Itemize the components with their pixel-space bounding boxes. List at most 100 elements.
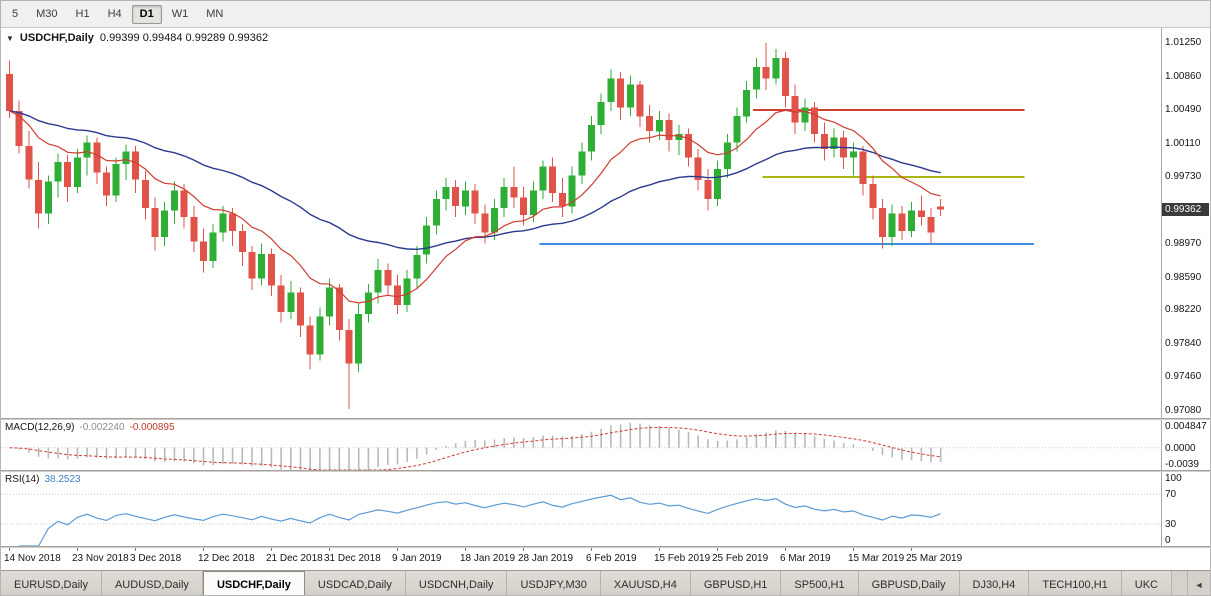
timeframe-5[interactable]: 5 — [12, 7, 19, 20]
rsi-name: RSI(14) — [5, 474, 40, 485]
date-axis-label: 15 Feb 2019 — [654, 553, 711, 564]
date-tick — [465, 548, 466, 551]
macd-axis: 0.004847 0.0000 -0.0039 — [1161, 420, 1210, 470]
date-tick — [9, 548, 10, 551]
timeframe-w1[interactable]: W1 — [171, 7, 189, 20]
price-axis-label: 0.97840 — [1165, 338, 1202, 349]
tab-dj30-h4[interactable]: DJ30,H4 — [959, 571, 1030, 595]
date-axis-label: 6 Feb 2019 — [586, 553, 637, 564]
macd-axis-label: -0.0039 — [1165, 459, 1199, 470]
price-axis-label: 1.00860 — [1165, 71, 1202, 82]
timeframe-h1[interactable]: H1 — [75, 7, 90, 20]
rsi-label: RSI(14) 38.2523 — [5, 474, 81, 485]
macd-label: MACD(12,26,9) -0.002240 -0.000895 — [5, 422, 175, 433]
date-axis-label: 6 Mar 2019 — [780, 553, 831, 564]
tab-eurusd-daily[interactable]: EURUSD,Daily — [1, 571, 102, 595]
chart-tabs: EURUSD,Daily AUDUSD,Daily USDCHF,Daily USDC… — [1, 571, 1186, 595]
macd-name: MACD(12,26,9) — [5, 422, 75, 433]
date-axis-label: 12 Dec 2018 — [198, 553, 255, 564]
date-tick — [523, 548, 524, 551]
panel-divider[interactable] — [1, 470, 1210, 473]
date-axis-label: 21 Dec 2018 — [266, 553, 323, 564]
price-axis-label: 1.01250 — [1165, 37, 1202, 48]
price-axis-label: 0.98220 — [1165, 304, 1202, 315]
rsi-axis-label: 0 — [1165, 535, 1171, 546]
date-axis-label: 28 Jan 2019 — [518, 553, 574, 564]
macd-axis-label: 0.0000 — [1165, 442, 1196, 454]
rsi-plot[interactable]: RSI(14) 38.2523 — [1, 472, 1162, 546]
date-tick — [911, 548, 912, 551]
macd-axis-label: 0.004847 — [1165, 421, 1207, 432]
tab-usdcnh-daily[interactable]: USDCNH,Daily — [405, 571, 508, 595]
rsi-axis-label: 70 — [1165, 489, 1177, 500]
timeframe-mn[interactable]: MN — [206, 7, 224, 20]
macd-panel: MACD(12,26,9) -0.002240 -0.000895 0.0048… — [1, 420, 1210, 470]
rsi-panel: RSI(14) 38.2523 100 70 30 0 — [1, 472, 1210, 546]
rsi-chart[interactable] — [1, 472, 1162, 546]
price-axis-label: 0.98970 — [1165, 238, 1202, 249]
date-axis-label: 9 Jan 2019 — [392, 553, 442, 564]
date-axis-label: 23 Nov 2018 — [72, 553, 129, 564]
tab-usdjpy-m30[interactable]: USDJPY,M30 — [507, 571, 601, 595]
macd-plot[interactable]: MACD(12,26,9) -0.002240 -0.000895 — [1, 420, 1162, 470]
date-tick — [717, 548, 718, 551]
date-axis-label: 25 Feb 2019 — [712, 553, 769, 564]
date-axis-label: 25 Mar 2019 — [906, 553, 963, 564]
date-tick — [77, 548, 78, 551]
price-chart-plot[interactable]: ▼ USDCHF,Daily 0.99399 0.99484 0.99289 0… — [1, 28, 1162, 418]
date-axis-label: 18 Jan 2019 — [460, 553, 516, 564]
price-chart-panel: ▼ USDCHF,Daily 0.99399 0.99484 0.99289 0… — [1, 28, 1210, 418]
date-tick — [853, 548, 854, 551]
timeframe-d1[interactable]: D1 — [131, 4, 162, 24]
rsi-axis-label: 30 — [1165, 519, 1177, 530]
rsi-value: 38.2523 — [44, 474, 81, 485]
tab-gbpusd-h1[interactable]: GBPUSD,H1 — [690, 571, 782, 595]
date-tick — [785, 548, 786, 551]
date-tick — [135, 548, 136, 551]
chart-title: ▼ USDCHF,Daily 0.99399 0.99484 0.99289 0… — [6, 32, 268, 44]
date-tick — [271, 548, 272, 551]
timeframe-m30[interactable]: M30 — [36, 7, 58, 20]
price-axis-label: 0.99730 — [1165, 171, 1202, 182]
price-axis: 0.99362 1.01250 1.00860 1.00490 1.00110 0.99… — [1161, 28, 1210, 418]
tab-tech100-h1[interactable]: TECH100,H1 — [1029, 571, 1122, 595]
date-axis: 14 Nov 2018 23 Nov 2018 3 Dec 2018 12 Dec 2… — [1, 548, 1210, 570]
panel-divider[interactable] — [1, 418, 1210, 421]
candlestick-chart[interactable] — [1, 28, 1162, 418]
price-axis-label: 1.00490 — [1165, 104, 1202, 115]
date-axis-label: 14 Nov 2018 — [4, 553, 61, 564]
tab-usdcad-daily[interactable]: USDCAD,Daily — [304, 571, 406, 595]
tab-gbpusd-daily[interactable]: GBPUSD,Daily — [858, 571, 960, 595]
chart-symbol-label: USDCHF,Daily — [19, 32, 94, 44]
date-axis-label: 3 Dec 2018 — [130, 553, 182, 564]
date-tick — [329, 548, 330, 551]
date-tick — [591, 548, 592, 551]
timeframe-toolbar: 5 M30 H1 H4 D1 W1 MN — [1, 1, 1210, 28]
tab-usdchf-daily[interactable]: USDCHF,Daily — [202, 571, 305, 595]
price-axis-label: 0.98590 — [1165, 272, 1202, 283]
macd-signal-value: -0.000895 — [129, 422, 175, 433]
rsi-axis: 100 70 30 0 — [1161, 472, 1210, 546]
tab-sp500-h1[interactable]: SP500,H1 — [781, 571, 859, 595]
tab-ukc[interactable]: UKC — [1121, 571, 1172, 595]
date-tick — [203, 548, 204, 551]
rsi-axis-label: 100 — [1165, 473, 1182, 484]
tab-xauusd-h4[interactable]: XAUUSD,H4 — [600, 571, 691, 595]
tab-audusd-daily[interactable]: AUDUSD,Daily — [101, 571, 203, 595]
one-click-dropdown-icon[interactable]: ▼ — [6, 33, 14, 43]
panel-divider[interactable] — [1, 546, 1210, 549]
date-axis-label: 15 Mar 2019 — [848, 553, 905, 564]
price-axis-label: 0.97080 — [1165, 405, 1202, 416]
timeframe-h4[interactable]: H4 — [107, 7, 122, 20]
chart-tab-bar: EURUSD,Daily AUDUSD,Daily USDCHF,Daily USDC… — [1, 570, 1210, 595]
date-axis-label: 31 Dec 2018 — [324, 553, 381, 564]
price-axis-label: 0.97460 — [1165, 371, 1202, 382]
date-tick — [397, 548, 398, 551]
tab-scroll-left-button[interactable]: ◄ — [1187, 571, 1210, 595]
macd-main-value: -0.002240 — [79, 422, 125, 433]
chart-ohlc-values: 0.99399 0.99484 0.99289 0.99362 — [99, 32, 269, 44]
macd-chart[interactable] — [1, 420, 1162, 470]
price-axis-label: 1.00110 — [1165, 138, 1201, 149]
current-price-badge: 0.99362 — [1162, 203, 1209, 216]
